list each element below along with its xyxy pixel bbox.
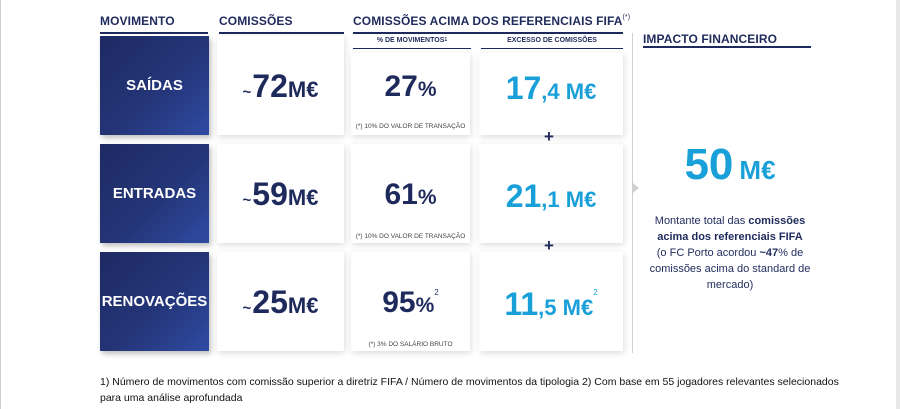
impact-divider [632, 33, 633, 353]
commission-saidas-number: 72 [252, 68, 288, 104]
card-pct-entradas [351, 144, 470, 243]
commission-entradas: ~59 M€ [217, 176, 344, 213]
header-comissoes-fifa-text: COMISSÕES ACIMA DOS REFERENCIAIS FIFA [353, 14, 623, 28]
commission-renovacoes: ~25 M€ [217, 284, 344, 321]
pct-saidas-sign: % [417, 78, 437, 101]
card-comissoes-entradas [217, 144, 344, 243]
impact-text-3: (o FC Porto acordou [656, 247, 760, 259]
impact-value-unit: M€ [739, 155, 776, 185]
note-entradas: (*) 10% DO VALOR DE TRANSAÇÃO [355, 233, 466, 240]
pct-entradas-sign: % [417, 186, 437, 209]
impact-divider-arrow [633, 183, 639, 193]
card-excesso-entradas [479, 144, 623, 243]
card-excesso-renovacoes [479, 252, 623, 351]
header-comissoes-underline [219, 32, 344, 34]
card-comissoes-renovacoes [217, 252, 344, 351]
plus-sign-1: + [544, 127, 554, 146]
commission-saidas-tilde: ~ [242, 84, 252, 101]
commission-saidas: ~72 M€ [217, 68, 344, 105]
header-comissoes: COMISSÕES [219, 14, 293, 28]
commission-entradas-number: 59 [252, 176, 288, 212]
page-frame-right [896, 0, 900, 409]
excess-entradas: 21,1 M€ [479, 178, 623, 215]
impact-text-1: Montante total das [654, 215, 749, 227]
note-renovacoes: (*) 3% DO SALÁRIO BRUTO [368, 341, 453, 348]
impact-text-5: % de comissões acima do standard de merc… [649, 247, 811, 291]
header-movimento: MOVIMENTO [100, 14, 175, 28]
excess-saidas: 17,4 M€ [479, 70, 623, 107]
card-pct-renovacoes [351, 252, 470, 351]
excess-entradas-dec: ,1 M€ [541, 187, 597, 212]
note-saidas: (*) 10% DO VALOR DE TRANSAÇÃO [355, 123, 466, 130]
excess-saidas-dec: ,4 M€ [541, 79, 597, 104]
pct-renovacoes: 95% 2 [351, 286, 470, 320]
header-comissoes-fifa-sup: (*) [622, 14, 631, 21]
tile-renovacoes-label: RENOVAÇÕES [101, 293, 208, 310]
impact-text-2: comissões acima dos referenciais FIFA [657, 215, 806, 243]
excess-entradas-int: 21 [505, 178, 542, 214]
tile-entradas: ENTRADAS [100, 144, 209, 243]
tile-entradas-label: ENTRADAS [112, 185, 197, 202]
excess-renovacoes: 11,5 M€ 2 [479, 286, 623, 323]
pct-renovacoes-sup: 2 [434, 288, 439, 297]
impact-description: Montante total das comissões acima dos r… [640, 213, 820, 293]
pct-saidas: 27% [351, 70, 470, 104]
card-comissoes-saidas [217, 36, 344, 135]
subheader-pct-movimentos-text: % DE MOVIMENTOS [376, 37, 445, 44]
tile-saidas: SAÍDAS [100, 36, 209, 135]
subheader-excesso: EXCESSO DE COMISSÕES [507, 37, 597, 44]
excess-saidas-int: 17 [505, 70, 542, 106]
excess-renovacoes-dec: ,5 M€ [538, 295, 594, 320]
card-excesso-saidas [479, 53, 623, 135]
page-frame-left [0, 0, 1, 409]
subheader-pct-movimentos-sup: 1 [444, 37, 448, 43]
pct-entradas: 61% [351, 178, 470, 212]
pct-renovacoes-number: 95 [382, 286, 416, 319]
subheader-pct-movimentos: % DE MOVIMENTOS1 [353, 37, 471, 44]
tile-saidas-label: SAÍDAS [126, 77, 183, 94]
pct-renovacoes-sign: % [415, 294, 435, 317]
header-movimento-underline [100, 32, 208, 34]
header-comissoes-fifa: COMISSÕES ACIMA DOS REFERENCIAIS FIFA(*) [353, 14, 630, 28]
card-pct-saidas [351, 53, 470, 135]
commission-entradas-tilde: ~ [242, 192, 252, 209]
excess-renovacoes-sup: 2 [593, 288, 598, 297]
subheader-excesso-underline [481, 48, 623, 49]
pct-saidas-number: 27 [384, 70, 418, 103]
impact-text-4: ~47 [759, 247, 779, 259]
commission-saidas-unit: M€ [287, 77, 319, 102]
impact-value-number: 50 [684, 140, 734, 189]
commission-renovacoes-number: 25 [252, 284, 288, 320]
excess-renovacoes-int: 11 [504, 286, 539, 322]
header-comissoes-fifa-underline [353, 32, 623, 34]
footnote: 1) Número de movimentos com comissão sup… [100, 376, 839, 404]
subheader-pct-movimentos-underline [353, 48, 471, 49]
commission-renovacoes-unit: M€ [287, 293, 319, 318]
header-impacto-underline [643, 46, 811, 48]
tile-renovacoes: RENOVAÇÕES [100, 252, 209, 351]
commission-entradas-unit: M€ [287, 185, 319, 210]
commission-renovacoes-tilde: ~ [242, 300, 252, 317]
impact-value: 50 M€ [640, 140, 820, 190]
pct-entradas-number: 61 [384, 178, 418, 211]
plus-sign-2: + [544, 236, 554, 255]
header-impacto: IMPACTO FINANCEIRO [643, 32, 778, 46]
